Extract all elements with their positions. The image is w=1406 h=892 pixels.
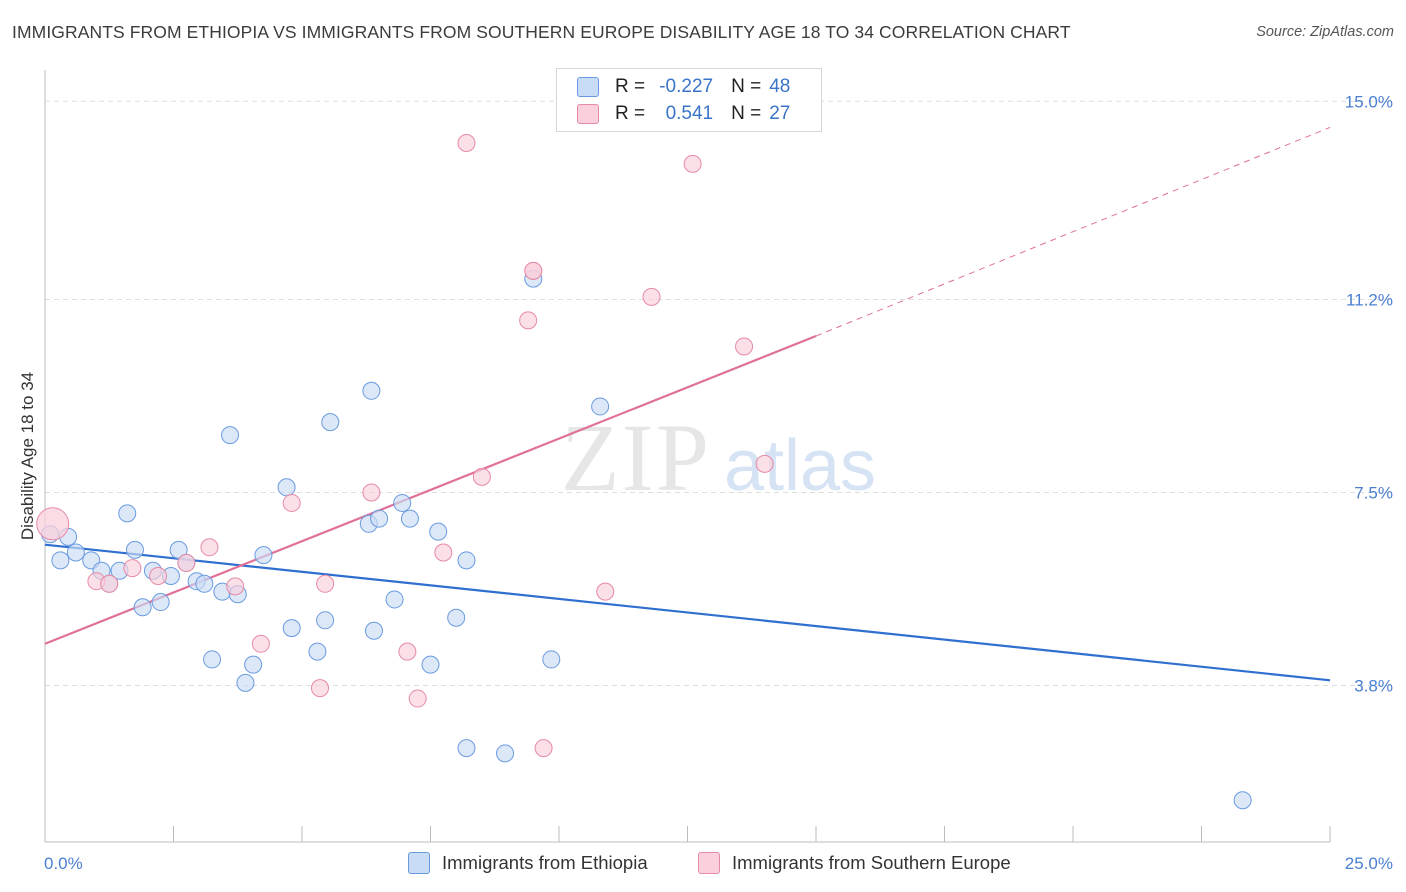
y-tick-label: 3.8%: [1354, 677, 1393, 696]
legend-swatch-southern-europe: [577, 104, 599, 124]
trend-line: [815, 126, 1331, 337]
southern-europe-point: [251, 634, 270, 653]
legend-n-value-ethiopia: 48: [769, 76, 791, 97]
legend-label-southern-europe: Immigrants from Southern Europe: [732, 852, 1011, 873]
trend-line: [44, 335, 817, 645]
legend-r-label: R =: [615, 103, 646, 124]
correlation-legend: R = -0.227 N = 48 R = 0.541 N = 27: [556, 68, 822, 132]
legend-n-label: N =: [731, 103, 762, 124]
y-tick-label: 11.2%: [1346, 291, 1393, 310]
southern-europe-point: [408, 689, 427, 708]
ethiopia-point: [51, 551, 70, 570]
ethiopia-point: [447, 608, 466, 627]
ethiopia-point: [362, 381, 381, 400]
southern-europe-point: [457, 134, 476, 153]
legend-row-ethiopia: R = -0.227 N = 48: [577, 75, 790, 99]
ethiopia-point: [308, 642, 327, 661]
southern-europe-point: [100, 574, 119, 593]
source-label: Source: ZipAtlas.com: [1256, 24, 1394, 40]
ethiopia-point: [542, 650, 561, 669]
ethiopia-point: [125, 540, 144, 559]
southern-europe-point: [683, 154, 702, 173]
ethiopia-point: [457, 551, 476, 570]
legend-swatch-ethiopia: [577, 77, 599, 97]
legend-n-label: N =: [731, 76, 762, 97]
ethiopia-point: [118, 504, 137, 523]
southern-europe-point: [596, 582, 615, 601]
watermark-atlas: atlas: [724, 426, 876, 506]
axes: [44, 70, 1331, 843]
ethiopia-point: [496, 744, 515, 763]
legend-r-value-ethiopia: -0.227: [659, 76, 714, 97]
y-tick-label: 7.5%: [1354, 484, 1393, 503]
southern-europe-point: [123, 559, 142, 578]
grid-lines: [45, 100, 1392, 687]
data-points: [36, 134, 1252, 810]
y-tick-label: 15.0%: [1345, 92, 1393, 111]
series-legend: Immigrants from Ethiopia Immigrants from…: [0, 852, 1406, 878]
ethiopia-point: [421, 655, 440, 674]
ethiopia-point: [429, 522, 448, 541]
trend-lines: [44, 126, 1331, 682]
legend-n-value-southern-europe: 27: [769, 103, 791, 124]
southern-europe-point: [149, 566, 168, 585]
ethiopia-point: [321, 413, 340, 432]
legend-r-value-southern-europe: 0.541: [665, 103, 714, 124]
southern-europe-point: [226, 577, 245, 596]
tick-labels: 3.8% 7.5% 11.2% 15.0% 0.0% 25.0%: [44, 92, 1393, 873]
southern-europe-point: [524, 261, 543, 280]
ethiopia-point: [221, 426, 240, 445]
legend-item-southern-europe: Immigrants from Southern Europe: [698, 852, 1011, 874]
legend-swatch-southern-europe: [698, 852, 720, 874]
ethiopia-point: [133, 598, 152, 617]
y-axis-label: Disability Age 18 to 34: [18, 372, 37, 540]
ethiopia-point: [282, 619, 301, 638]
ethiopia-point: [1233, 791, 1252, 810]
southern-europe-point: [434, 543, 453, 562]
southern-europe-point: [755, 454, 774, 473]
x-tick-label: 0.0%: [44, 854, 83, 873]
southern-europe-point: [519, 311, 538, 330]
chart-title: IMMIGRANTS FROM ETHIOPIA VS IMMIGRANTS F…: [12, 22, 1071, 42]
southern-europe-point: [36, 507, 70, 541]
ethiopia-point: [66, 543, 85, 562]
southern-europe-point: [310, 679, 329, 698]
ethiopia-point: [591, 397, 610, 416]
trend-line: [44, 543, 1331, 682]
southern-europe-point: [472, 467, 491, 486]
ethiopia-point: [316, 611, 335, 630]
ethiopia-point: [370, 509, 389, 528]
ethiopia-point: [195, 574, 214, 593]
southern-europe-point: [642, 287, 661, 306]
legend-swatch-ethiopia: [408, 852, 430, 874]
southern-europe-point: [362, 483, 381, 502]
ethiopia-point: [400, 509, 419, 528]
southern-europe-point: [282, 493, 301, 512]
ethiopia-point: [236, 673, 255, 692]
watermark: ZIP atlas: [561, 404, 876, 511]
southern-europe-point: [200, 538, 219, 557]
ethiopia-point: [244, 655, 263, 674]
ethiopia-point: [254, 546, 273, 565]
southern-europe-point: [534, 739, 553, 758]
watermark-zip: ZIP: [561, 404, 711, 511]
ethiopia-point: [385, 590, 404, 609]
ethiopia-point: [364, 621, 383, 640]
legend-label-ethiopia: Immigrants from Ethiopia: [442, 852, 648, 873]
southern-europe-point: [398, 642, 417, 661]
ethiopia-point: [393, 493, 412, 512]
ethiopia-point: [457, 739, 476, 758]
legend-item-ethiopia: Immigrants from Ethiopia: [408, 852, 648, 874]
ethiopia-point: [203, 650, 222, 669]
ethiopia-point: [277, 478, 296, 497]
southern-europe-point: [177, 553, 196, 572]
southern-europe-point: [735, 337, 754, 356]
legend-row-southern-europe: R = 0.541 N = 27: [577, 102, 790, 126]
ethiopia-point: [151, 593, 170, 612]
legend-r-label: R =: [615, 76, 646, 97]
x-tick-label: 25.0%: [1345, 854, 1393, 873]
southern-europe-point: [316, 574, 335, 593]
